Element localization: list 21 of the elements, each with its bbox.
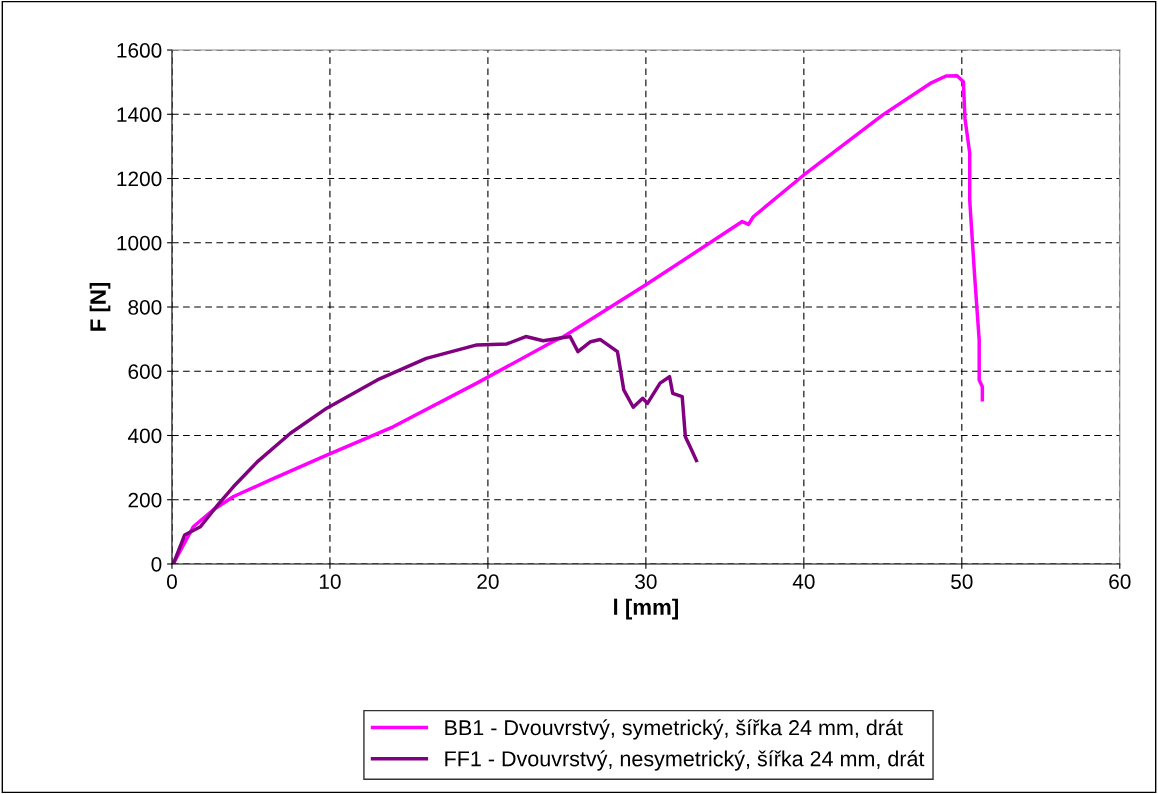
x-tick-label: 30 bbox=[635, 574, 657, 589]
y-tick-label: 400 bbox=[127, 428, 162, 444]
y-tick-label: 1600 bbox=[117, 43, 162, 58]
x-tick-label: 40 bbox=[792, 574, 815, 589]
x-axis-title: l [mm] bbox=[614, 598, 678, 620]
line-series bbox=[171, 334, 699, 564]
x-tick-label: 10 bbox=[319, 574, 341, 589]
y-tick-label: 1000 bbox=[117, 235, 162, 251]
y-tick-label: 0 bbox=[151, 556, 162, 572]
y-tick-label: 800 bbox=[128, 300, 162, 315]
y-tick-label: 1400 bbox=[117, 107, 162, 123]
x-tick-label: 20 bbox=[477, 574, 499, 589]
x-tick-label: 0 bbox=[166, 574, 177, 589]
x-tick-label: 60 bbox=[1109, 574, 1131, 589]
y-tick-label: 200 bbox=[128, 492, 162, 508]
y-tick-label: 600 bbox=[128, 364, 162, 379]
legend-label: FF1 - Dvouvrstvý, nesymetrický, šířka 24 mm, drát bbox=[445, 750, 925, 771]
legend-label: BB1 - Dvouvrstvý, symetrický, šířka 24 mm, drát bbox=[445, 719, 903, 740]
y-axis-title: F [N] bbox=[89, 282, 111, 331]
y-tick-label: 1200 bbox=[117, 171, 162, 187]
x-tick-label: 50 bbox=[951, 574, 973, 589]
